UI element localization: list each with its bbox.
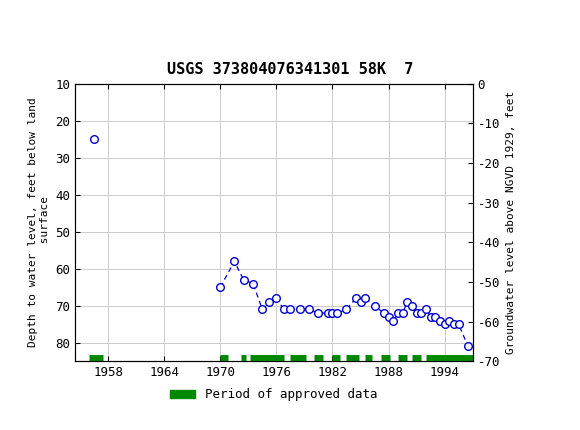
- Y-axis label: Groundwater level above NGVD 1929, feet: Groundwater level above NGVD 1929, feet: [506, 91, 516, 354]
- Text: USGS 373804076341301 58K  7: USGS 373804076341301 58K 7: [167, 61, 413, 77]
- Y-axis label: Depth to water level, feet below land
 surface: Depth to water level, feet below land su…: [28, 98, 50, 347]
- Legend: Period of approved data: Period of approved data: [165, 383, 383, 406]
- Text: ▒USGS: ▒USGS: [9, 9, 63, 31]
